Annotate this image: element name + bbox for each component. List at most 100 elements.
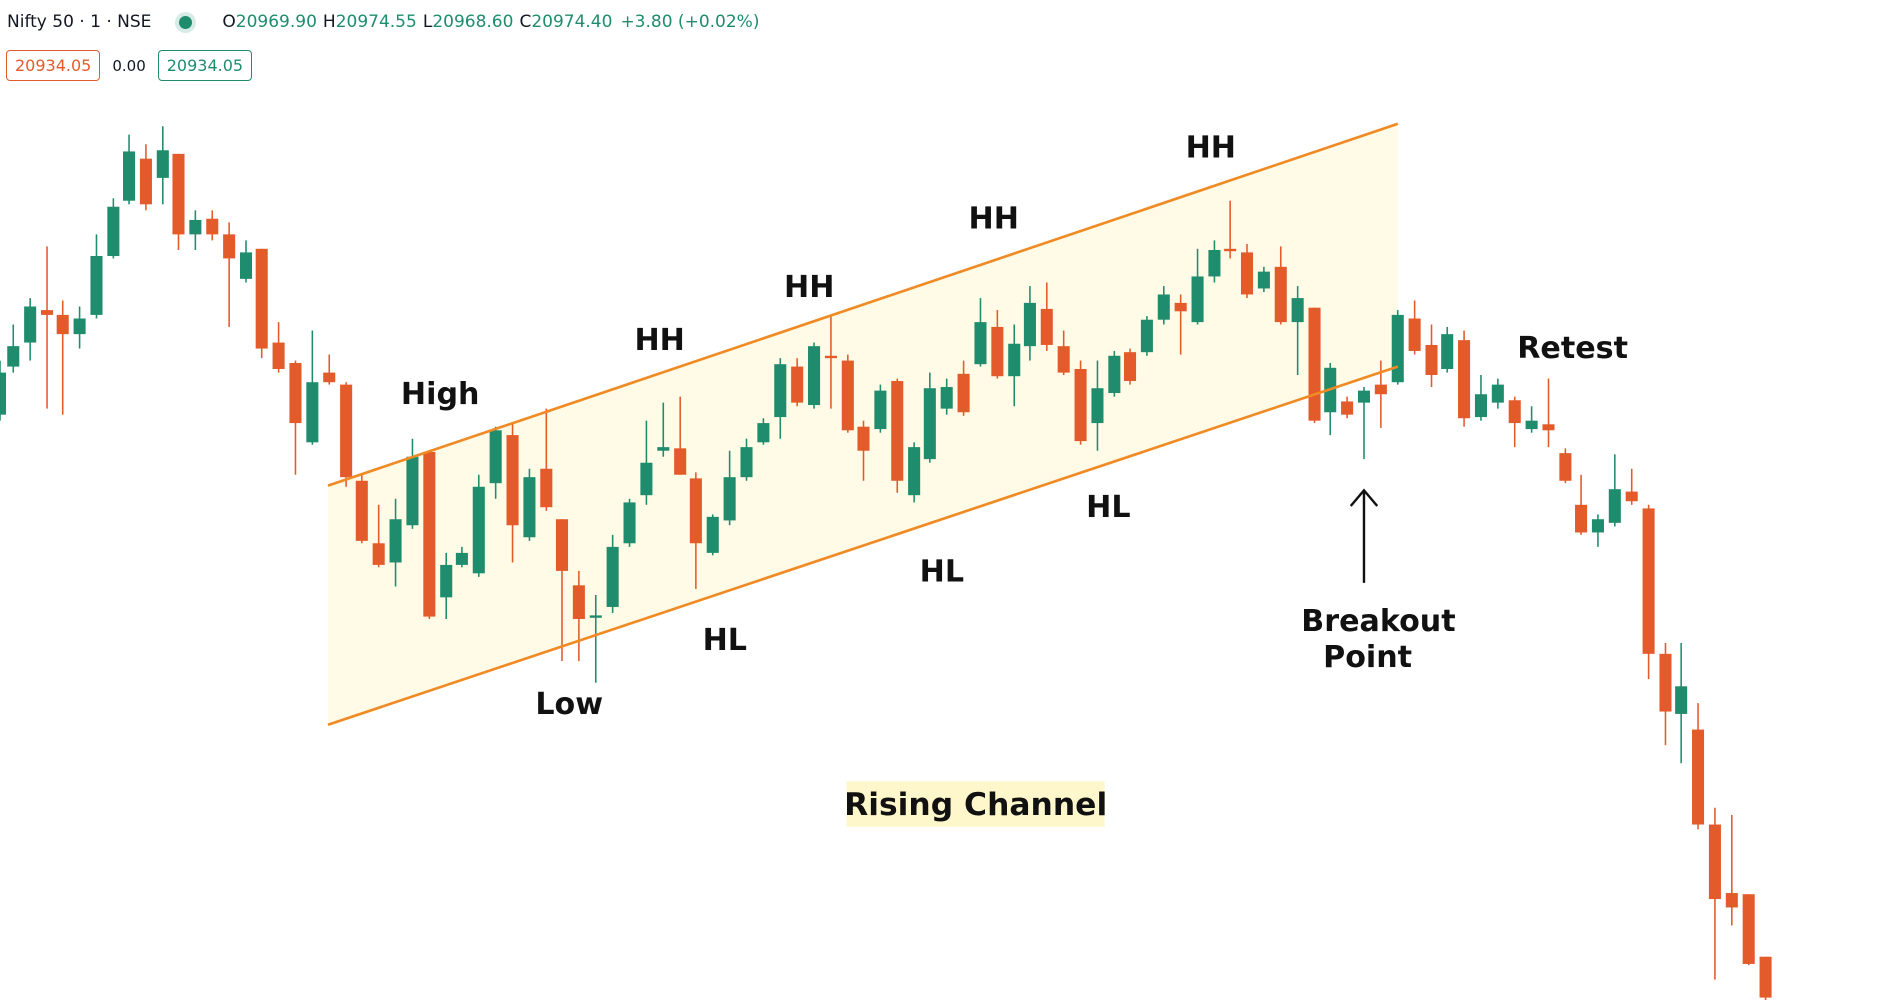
candle [589,594,602,683]
candle [808,342,821,409]
candle [7,324,20,373]
candle [1559,448,1572,484]
candle [1091,360,1104,451]
candle [689,472,702,589]
candle [172,153,185,250]
candle [1692,703,1705,830]
candle [455,546,468,568]
candle [272,322,285,373]
hl-label: HL [1086,490,1130,525]
candle-body [1692,729,1705,825]
candle [1174,294,1187,355]
candle-body [623,502,636,544]
ohlc-value: 20974.55 [335,12,417,32]
candle-body [455,552,468,565]
candle [306,330,319,445]
quote-bar: 20934.05 0.00 20934.05 [6,50,253,81]
candle [572,570,585,662]
candle-body [1591,519,1604,533]
candle [974,298,987,367]
channel-lower-line [327,365,1399,727]
hh-label: HH [634,323,684,358]
candle-body [73,318,86,335]
candle-body [272,342,285,369]
candle-body [824,355,837,359]
candle-body [1023,302,1036,347]
candle [1341,396,1354,419]
candle [657,402,670,457]
candle [957,360,970,416]
candle [1742,894,1755,966]
candle [674,396,687,475]
candle-body [1525,420,1538,430]
candle [239,240,253,283]
candle [1324,362,1337,436]
breakout-label: Breakout [1301,604,1455,639]
candle-body [1559,453,1572,481]
candle-body [923,388,936,460]
ohlc-value: 20968.60 [432,12,514,32]
candle [857,420,870,481]
candle [372,504,385,568]
candle [1274,246,1287,325]
candle-body [791,366,804,403]
candle-body [706,516,719,553]
candle-body [1659,653,1672,712]
candle [1458,330,1471,427]
candle-body [1040,308,1053,345]
retest-label: Retest [1517,331,1628,366]
candle [506,423,519,563]
candle [791,358,804,407]
candle [1608,454,1621,527]
candle [640,420,653,505]
candle-body [139,158,152,205]
sell-price[interactable]: 20934.05 [6,50,101,81]
candle-body [555,519,569,571]
candle-body [572,585,585,619]
candle [1191,248,1204,325]
ohlc-value: 20969.90 [235,12,317,32]
candle [1257,266,1270,293]
buy-price[interactable]: 20934.05 [157,50,253,81]
pattern-label: Rising Channel [844,787,1107,823]
candle [489,426,502,499]
candle-body [506,435,519,526]
candle-body [1742,894,1755,964]
symbol[interactable]: Nifty 50 · 1 · NSE [7,12,152,32]
candle-body [323,372,336,383]
candle-body [1759,956,1772,998]
candle [1659,643,1672,746]
candle-body [1074,368,1087,442]
candle-body [1374,384,1387,395]
candle-body [974,322,987,365]
candle-body [774,364,787,418]
candle-body [523,477,536,538]
candle-body [1608,489,1621,523]
candle [1675,643,1688,764]
candle [1408,300,1421,355]
candle [824,316,837,409]
candle [706,514,719,556]
candle-body [355,480,368,541]
candle-body [689,478,702,544]
candle [874,384,887,433]
candle [1224,200,1237,259]
candle-body [289,362,302,424]
candle-body [223,234,236,259]
candle-body [1508,400,1521,424]
candle-body [1208,250,1221,277]
candle-body [239,252,253,279]
candle [340,382,353,487]
high-label: High [401,377,480,412]
hl-label: HL [920,555,964,590]
candle-body [657,447,670,451]
candle [1240,243,1254,299]
candle-body [389,519,402,563]
candle-body [723,477,736,521]
spread: 0.00 [112,56,146,75]
candle-body [841,360,854,431]
candle-body [1123,352,1137,382]
candle [41,246,54,409]
candle [1108,350,1121,397]
